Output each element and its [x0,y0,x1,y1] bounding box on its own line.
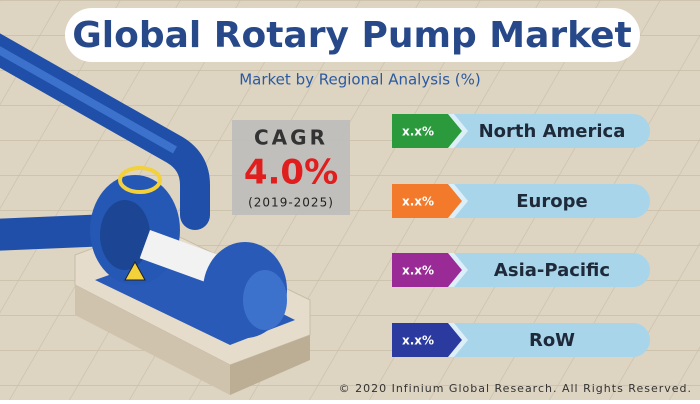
cagr-label: CAGR [254,126,328,150]
region-name: Europe [516,191,587,212]
cagr-period: (2019-2025) [248,196,334,210]
region-badge [392,114,462,148]
region-pill [430,184,650,218]
region-badge-edge [448,114,468,148]
region-badge [392,323,462,357]
region-share: x.x% [402,195,434,209]
region-pill [430,323,650,357]
region-badge-edge [448,253,468,287]
region-share: x.x% [402,334,434,348]
region-list: x.x% North America x.x% Europe x.x% Asia-Paci… [392,114,650,357]
region-badge [392,253,462,287]
subtitle: Market by Regional Analysis (%) [239,71,481,89]
region-badge-edge [448,323,468,357]
cagr-value: 4.0% [244,153,338,193]
cagr-box [232,120,350,215]
region-name: North America [479,121,626,142]
region-share: x.x% [402,125,434,139]
pump-illustration [0,33,311,395]
copyright: © 2020 Infinium Global Research. All Rig… [339,382,692,395]
region-name: Asia-Pacific [494,260,610,281]
region-name: RoW [529,330,575,351]
region-share: x.x% [402,264,434,278]
region-pill [430,253,650,287]
title: Global Rotary Pump Market [72,15,632,56]
title-pill [65,8,640,62]
region-badge [392,184,462,218]
region-badge-edge [448,184,468,218]
region-pill [430,114,650,148]
